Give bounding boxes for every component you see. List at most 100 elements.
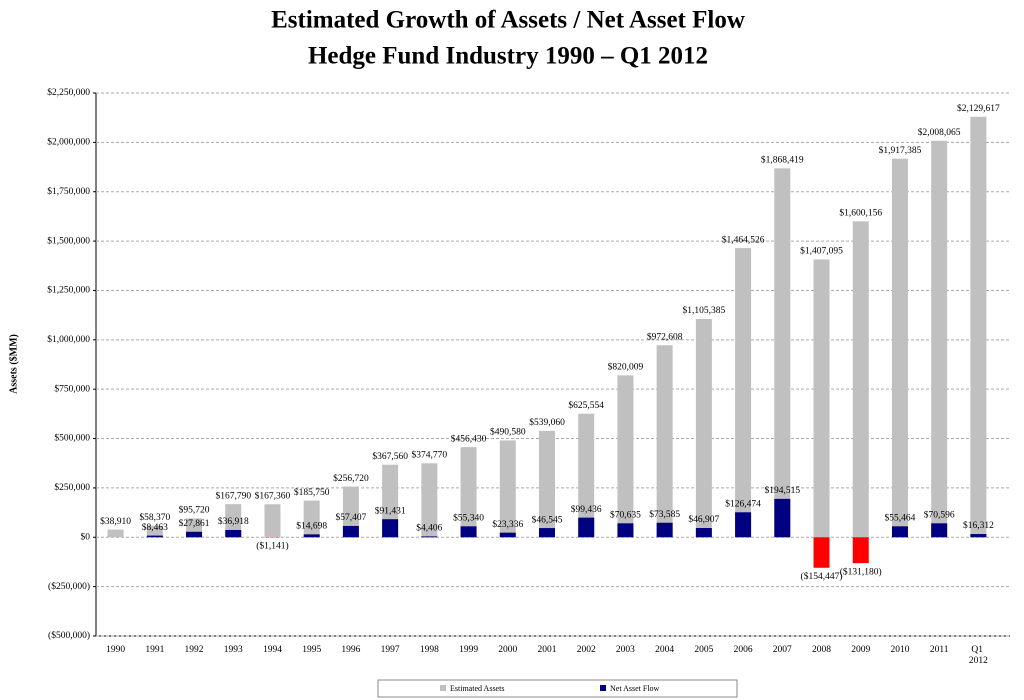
bar [539, 528, 555, 538]
value-label: $57,407 [335, 512, 366, 523]
value-label: ($131,180) [840, 566, 882, 577]
bar [735, 248, 752, 538]
bar [146, 525, 163, 538]
bar [421, 536, 438, 538]
y-tick-label: $0 [81, 531, 91, 542]
value-label: $194,515 [764, 485, 800, 496]
bar [382, 464, 399, 538]
value-label: $2,129,617 [957, 103, 1000, 114]
chart-title: Estimated Growth of Assets / Net Asset F… [271, 7, 745, 34]
value-label: $1,600,156 [839, 208, 882, 219]
value-label: $91,431 [375, 505, 406, 516]
value-label: $46,545 [532, 514, 563, 525]
value-label: $972,608 [647, 331, 683, 342]
x-tick-label: 2011 [930, 645, 949, 655]
bar [695, 528, 712, 538]
bar [303, 534, 320, 538]
bar [813, 259, 830, 538]
bar [225, 504, 242, 538]
bar [539, 430, 555, 538]
bar [107, 529, 124, 538]
x-tick-label: Q1 2012 [969, 645, 988, 666]
x-tick-label: 1992 [185, 645, 204, 655]
x-tick-label: 2008 [812, 645, 831, 655]
x-tick-label: 2000 [498, 645, 517, 655]
x-tick-label: 2010 [890, 645, 909, 655]
x-tick-label: 2002 [577, 645, 596, 655]
bar [264, 504, 281, 538]
x-tick-label: 1990 [106, 645, 125, 655]
y-tick-label: $2,250,000 [47, 87, 90, 98]
bar [852, 221, 869, 538]
y-tick-label: $2,000,000 [47, 137, 90, 148]
bar [931, 140, 948, 538]
bar [499, 440, 516, 538]
value-label: $70,635 [610, 510, 641, 521]
value-label: $4,406 [416, 523, 442, 534]
x-tick-label: 1993 [224, 645, 243, 655]
value-label: $55,340 [453, 513, 484, 524]
value-label: $625,554 [568, 400, 604, 411]
value-label: ($154,447) [801, 571, 843, 582]
value-label: $99,436 [571, 504, 602, 515]
y-tick-label: $1,500,000 [47, 235, 90, 246]
bar [146, 535, 163, 538]
bar [695, 319, 712, 538]
value-label: $27,861 [179, 518, 210, 529]
y-tick-label: ($500,000) [48, 630, 90, 641]
bar [578, 517, 595, 538]
value-label: $456,430 [451, 433, 487, 444]
bar [774, 498, 791, 538]
x-tick-label: 2004 [655, 645, 674, 655]
x-tick-label: 1998 [420, 645, 439, 655]
bar [617, 523, 634, 538]
bar [813, 537, 830, 568]
y-tick-label: ($250,000) [48, 581, 90, 592]
value-label: $46,907 [688, 514, 719, 525]
legend-swatch [440, 685, 446, 691]
bar [891, 526, 908, 538]
value-label: $23,336 [492, 519, 523, 530]
bar [460, 447, 477, 538]
bar [970, 116, 987, 538]
value-label: ($1,141) [256, 541, 288, 552]
value-label: $70,596 [924, 510, 955, 521]
value-label: $73,585 [649, 509, 680, 520]
value-label: $38,910 [100, 516, 131, 527]
bar [186, 531, 203, 538]
x-tick-label: 1999 [459, 645, 478, 655]
x-tick-label: 1997 [381, 645, 400, 655]
legend-label: Estimated Assets [450, 684, 504, 693]
value-label: $1,917,385 [879, 145, 922, 156]
y-tick-label: $750,000 [54, 383, 90, 394]
y-axis-title: Assets ($MM) [8, 334, 19, 394]
y-tick-label: $1,000,000 [47, 334, 90, 345]
value-label: $1,868,419 [761, 155, 804, 166]
bar [225, 529, 242, 538]
legend-box [377, 679, 738, 698]
bar [303, 500, 320, 538]
value-label: $16,312 [963, 520, 994, 531]
y-tick-label: $1,750,000 [47, 186, 90, 197]
bar [578, 413, 595, 538]
value-label: $8,463 [142, 522, 168, 533]
value-label: $58,370 [139, 512, 170, 523]
bar [499, 532, 516, 538]
x-tick-label: 2003 [616, 645, 635, 655]
x-tick-label: 1995 [302, 645, 321, 655]
bar [382, 519, 399, 538]
x-tick-label: 2001 [538, 645, 557, 655]
value-label: $167,360 [255, 490, 291, 501]
value-label: $1,464,526 [722, 234, 765, 245]
value-label: $374,770 [412, 449, 448, 460]
bar [656, 345, 673, 538]
x-tick-label: 2007 [773, 645, 792, 655]
bar [656, 522, 673, 538]
value-label: $1,105,385 [682, 305, 725, 316]
bar [735, 512, 752, 538]
y-tick-label: $1,250,000 [47, 285, 90, 296]
bar [421, 463, 438, 538]
bar [342, 486, 359, 538]
value-label: $820,009 [608, 362, 644, 373]
